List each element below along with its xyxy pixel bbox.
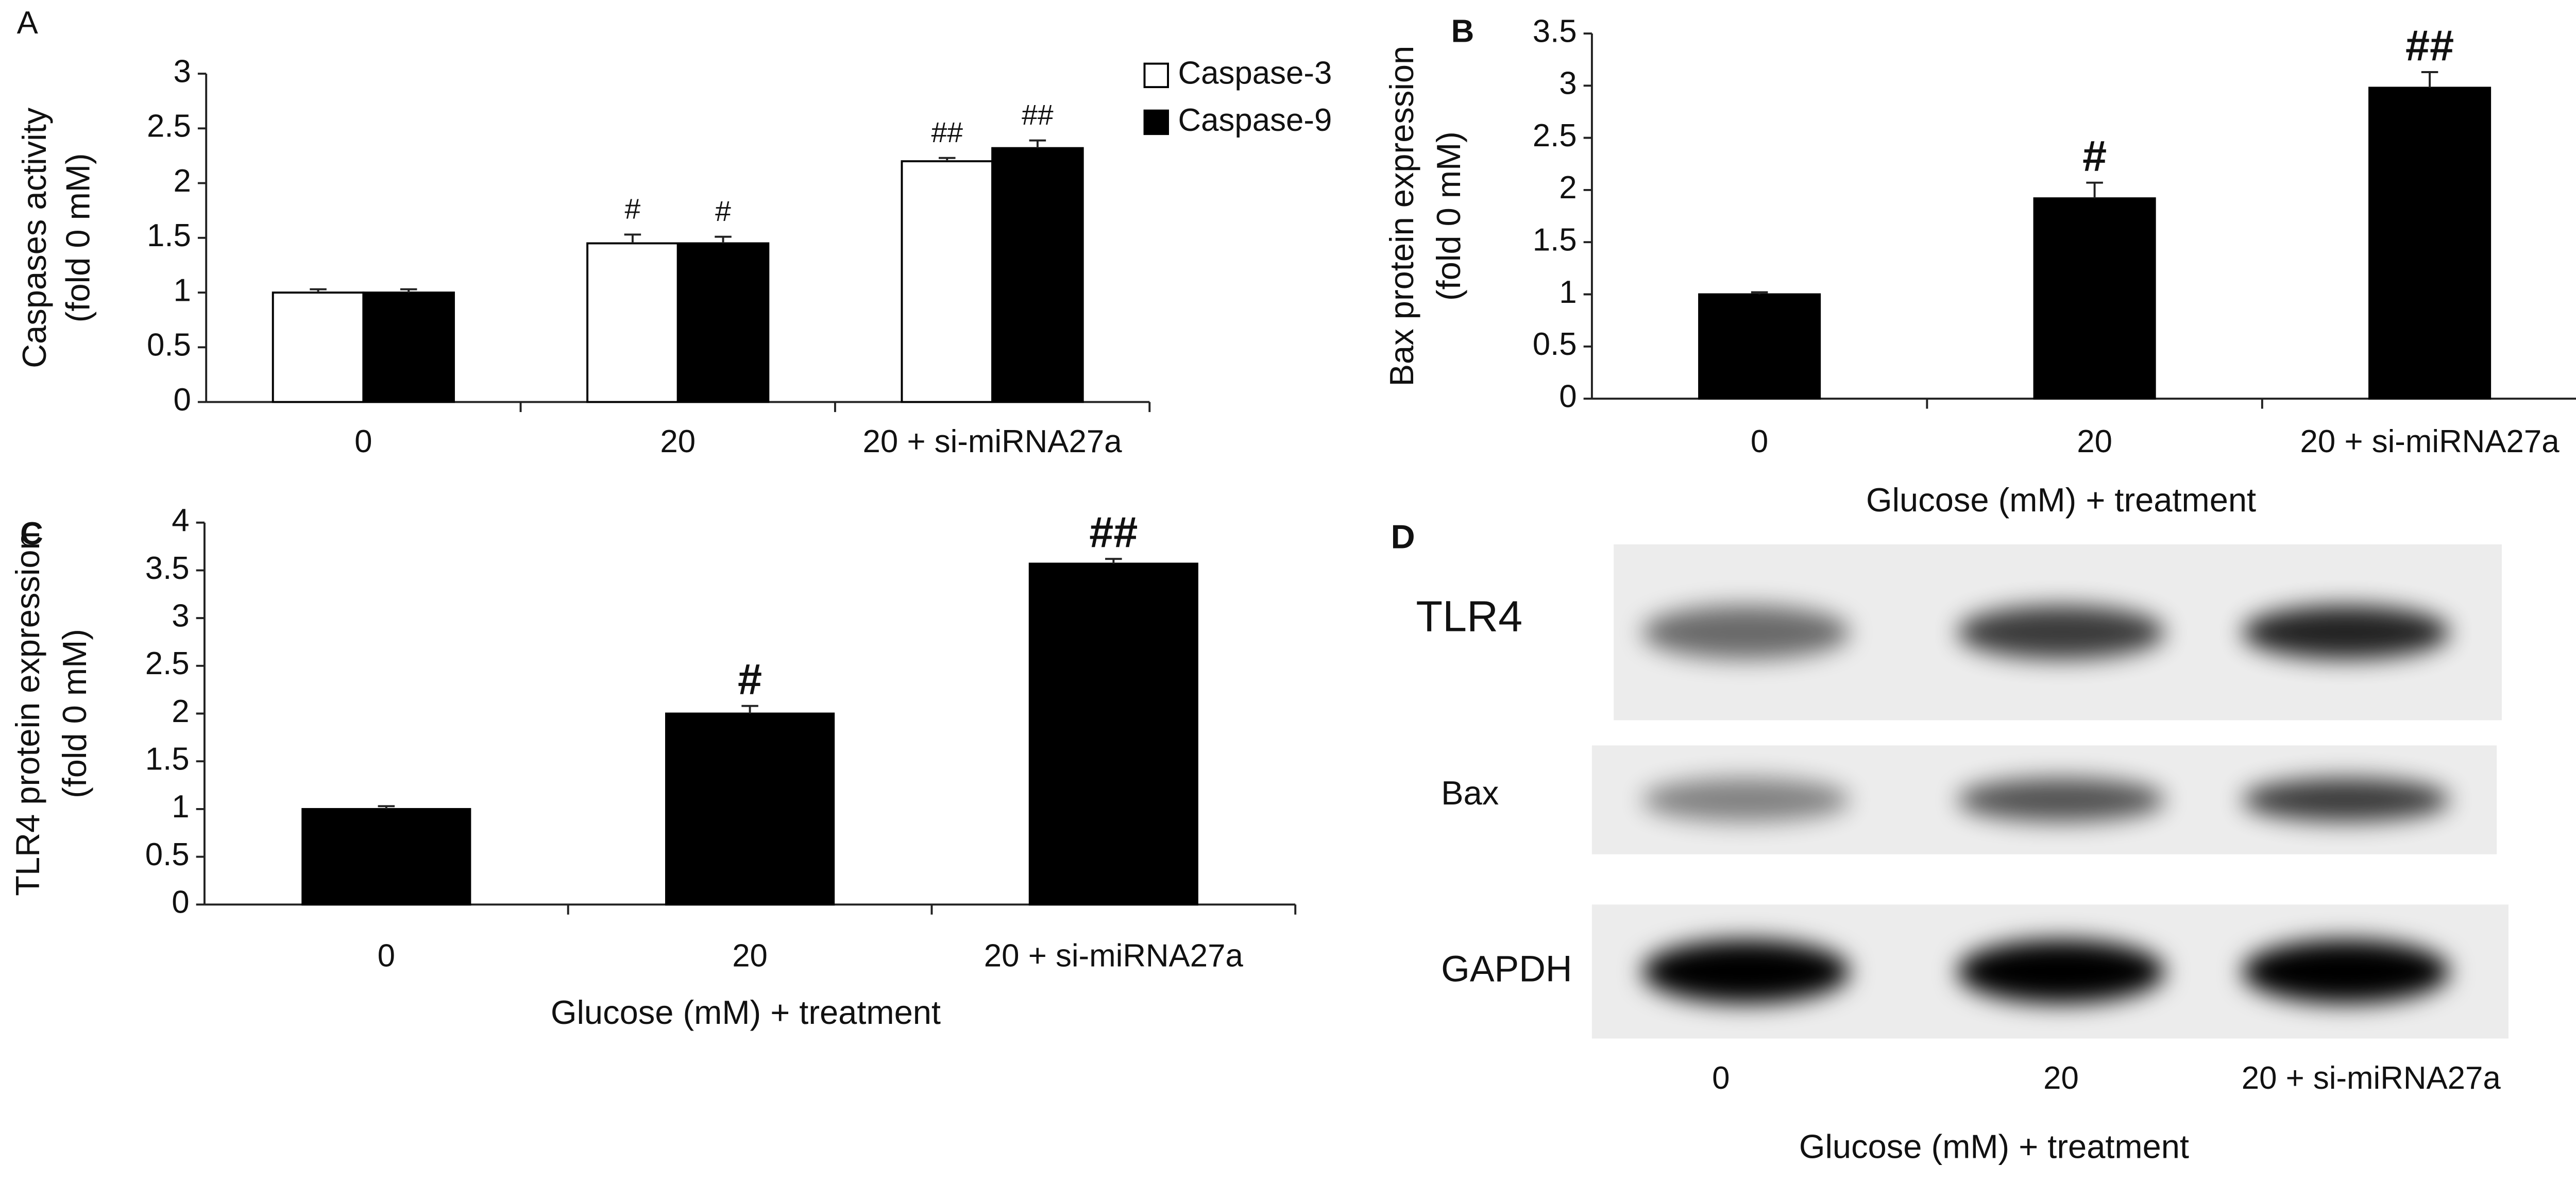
bar xyxy=(586,242,679,403)
significance-mark: ## xyxy=(2405,21,2454,70)
y-tick-label: 0.5 xyxy=(145,837,190,872)
y-tick-label: 1.5 xyxy=(147,218,191,253)
blot-band xyxy=(1642,939,1850,1004)
significance-mark: # xyxy=(2082,131,2107,180)
y-tick-label: 3 xyxy=(172,598,189,633)
bar xyxy=(362,292,455,403)
bar xyxy=(301,808,471,906)
legend-swatch xyxy=(1143,62,1169,89)
blot-band xyxy=(1642,778,1850,822)
error-bar xyxy=(1105,558,1122,564)
error-bar xyxy=(2086,181,2103,199)
significance-mark: ## xyxy=(1022,99,1054,131)
error-bar xyxy=(741,705,758,714)
error-bar xyxy=(939,157,956,162)
y-tick-label: 0 xyxy=(1559,379,1577,414)
bar xyxy=(2368,87,2492,400)
panel-label: B xyxy=(1451,13,1475,49)
blot-band xyxy=(2242,939,2450,1004)
bar xyxy=(1028,562,1198,906)
y-tick-label: 2.5 xyxy=(145,646,190,681)
y-tick-label: 3 xyxy=(174,54,191,89)
blot-row-label: Bax xyxy=(1441,774,1499,812)
error-bar xyxy=(310,288,327,293)
blot-lane-label: 20 + si-miRNA27a xyxy=(2242,1060,2501,1096)
x-axis-label: Glucose (mM) + treatment xyxy=(551,993,941,1031)
y-tick-label: 3 xyxy=(1559,66,1577,101)
y-axis-label: Caspases activity xyxy=(15,107,53,368)
blot-row-label: GAPDH xyxy=(1441,948,1572,989)
y-tick-label: 0.5 xyxy=(147,328,191,363)
blot-band xyxy=(2242,778,2450,822)
significance-mark: # xyxy=(738,654,762,703)
error-bar xyxy=(1751,291,1768,295)
error-bar xyxy=(400,288,417,293)
legend-label: Caspase-3 xyxy=(1178,56,1332,91)
bar xyxy=(901,160,994,403)
panel-label: D xyxy=(1391,518,1415,555)
y-tick-label: 4 xyxy=(172,503,189,538)
y-tick-label: 2.5 xyxy=(147,109,191,144)
blot-band xyxy=(2242,605,2450,659)
error-bar xyxy=(2421,71,2438,88)
bar xyxy=(676,242,770,403)
blot-lane-label: 20 xyxy=(2043,1060,2079,1096)
y-tick-label: 3.5 xyxy=(145,551,190,586)
y-tick-label: 1 xyxy=(172,789,189,825)
blot-band xyxy=(1642,605,1850,659)
bar xyxy=(272,292,365,403)
legend-swatch xyxy=(1143,109,1169,135)
y-axis-label: (fold 0 mM) xyxy=(1430,131,1467,301)
blot-band xyxy=(1957,605,2165,659)
x-tick-label: 20 xyxy=(2077,424,2112,459)
bar xyxy=(1698,293,1821,400)
y-tick-label: 1.5 xyxy=(1533,222,1577,258)
significance-mark: ## xyxy=(1089,507,1138,556)
blot-band xyxy=(1957,778,2165,822)
y-tick-label: 1 xyxy=(1559,275,1577,310)
y-tick-label: 2 xyxy=(174,163,191,199)
x-tick-label: 20 + si-miRNA27a xyxy=(2300,424,2560,459)
y-tick-label: 0 xyxy=(172,885,189,920)
panel-label: A xyxy=(17,5,39,41)
blot-x-label: Glucose (mM) + treatment xyxy=(1799,1127,2189,1165)
y-tick-label: 0.5 xyxy=(1533,327,1577,362)
y-axis-label: Bax protein expression xyxy=(1383,46,1420,387)
y-tick-label: 2 xyxy=(1559,170,1577,205)
error-bar xyxy=(378,805,395,809)
y-tick-label: 0 xyxy=(174,382,191,418)
panel-label: C xyxy=(20,516,43,552)
y-axis-label: TLR4 protein expression xyxy=(9,531,46,896)
x-tick-label: 0 xyxy=(354,424,372,459)
error-bar xyxy=(1029,139,1046,148)
blot-lane-label: 0 xyxy=(1712,1060,1730,1096)
y-axis-label: (fold 0 mM) xyxy=(59,153,96,322)
significance-mark: # xyxy=(715,195,731,227)
error-bar xyxy=(624,233,641,244)
x-tick-label: 20 + si-miRNA27a xyxy=(863,424,1123,459)
significance-mark: ## xyxy=(931,116,963,148)
y-tick-label: 1.5 xyxy=(145,742,190,777)
blot-row-label: TLR4 xyxy=(1416,592,1522,641)
error-bar xyxy=(715,235,732,244)
y-tick-label: 2 xyxy=(172,694,189,729)
x-axis-label: Glucose (mM) + treatment xyxy=(1866,481,2256,519)
bar xyxy=(991,147,1084,403)
y-tick-label: 1 xyxy=(174,272,191,308)
y-tick-label: 3.5 xyxy=(1533,13,1577,49)
blot-band xyxy=(1957,939,2165,1004)
x-tick-label: 20 xyxy=(732,938,768,974)
x-tick-label: 0 xyxy=(1751,424,1768,459)
y-tick-label: 2.5 xyxy=(1533,118,1577,153)
x-tick-label: 20 xyxy=(660,424,696,459)
bar xyxy=(2033,197,2156,400)
bar xyxy=(665,712,835,906)
x-tick-label: 20 + si-miRNA27a xyxy=(984,938,1244,974)
legend-label: Caspase-9 xyxy=(1178,102,1332,138)
y-axis-label: (fold 0 mM) xyxy=(56,629,93,798)
x-tick-label: 0 xyxy=(378,938,395,974)
significance-mark: # xyxy=(625,193,641,225)
